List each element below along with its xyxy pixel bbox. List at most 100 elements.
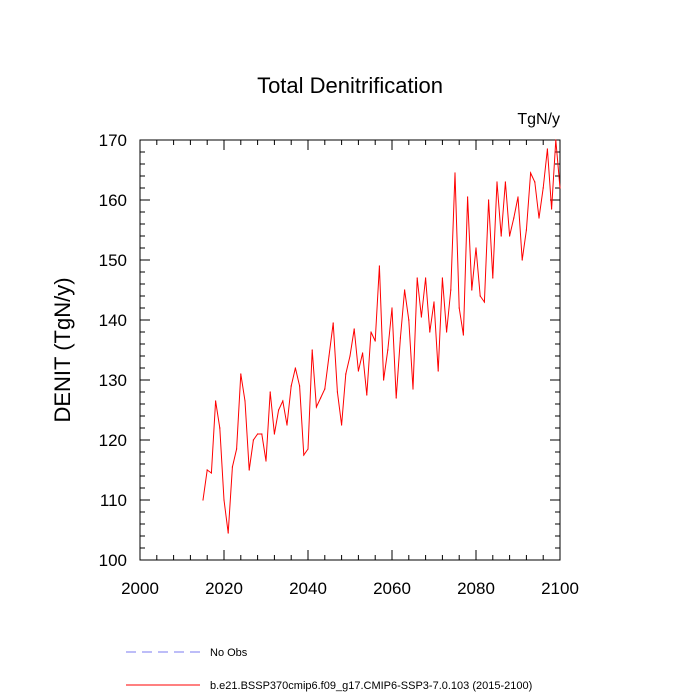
data-point [261, 433, 263, 435]
data-point [240, 373, 242, 375]
data-point [315, 406, 317, 408]
data-point [244, 400, 246, 402]
y-tick-label: 140 [99, 311, 127, 330]
data-series-line [202, 139, 561, 534]
data-point [328, 355, 330, 357]
data-point [559, 187, 561, 189]
data-point [500, 235, 502, 237]
data-point [345, 373, 347, 375]
x-tick-labels: 2000 2020 2040 2060 2080 2100 [121, 579, 579, 598]
data-point [324, 388, 326, 390]
data-point [303, 454, 305, 456]
data-point [332, 322, 334, 324]
x-tick-label: 2060 [373, 579, 411, 598]
data-point [450, 289, 452, 291]
data-point [425, 277, 427, 279]
data-point [252, 439, 254, 441]
data-point [420, 316, 422, 318]
data-point [458, 307, 460, 309]
data-point [429, 331, 431, 333]
x-tick-label: 2000 [121, 579, 159, 598]
x-tick-label: 2080 [457, 579, 495, 598]
data-point [534, 181, 536, 183]
data-point [496, 181, 498, 183]
data-point [336, 391, 338, 393]
data-point [483, 301, 485, 303]
data-point [273, 433, 275, 435]
data-point [341, 424, 343, 426]
y-tick-label: 150 [99, 251, 127, 270]
y-tick-label: 100 [99, 551, 127, 570]
data-point [387, 349, 389, 351]
data-point [257, 433, 259, 435]
data-point [202, 499, 204, 501]
data-point [366, 394, 368, 396]
data-point [278, 409, 280, 411]
data-point [513, 217, 515, 219]
data-point [471, 289, 473, 291]
data-point [525, 229, 528, 231]
data-point [454, 172, 456, 174]
data-point [349, 355, 351, 357]
data-point [404, 289, 406, 291]
axis-ticks [139, 139, 561, 561]
data-point [231, 466, 233, 468]
data-point [227, 532, 229, 534]
data-point [395, 397, 397, 399]
data-point [374, 340, 376, 342]
data-point [357, 370, 359, 372]
data-point [441, 277, 443, 279]
data-point [269, 391, 271, 393]
data-point [551, 208, 553, 210]
data-point [521, 259, 523, 261]
plot-frame [139, 139, 561, 561]
data-point [433, 301, 435, 303]
y-tick-label: 160 [99, 191, 127, 210]
data-point [488, 199, 490, 201]
data-point [210, 472, 212, 474]
data-point [307, 448, 309, 450]
data-point [223, 499, 225, 501]
data-point [479, 295, 481, 297]
data-point [530, 172, 532, 174]
data-point [446, 331, 448, 333]
legend-no-obs-label: No Obs [210, 647, 248, 659]
data-point [215, 400, 217, 402]
x-tick-label: 2040 [289, 579, 327, 598]
units-label: TgN/y [517, 111, 560, 128]
data-point [538, 217, 540, 219]
data-point [290, 385, 292, 387]
data-point [299, 385, 301, 387]
x-tick-label: 2020 [205, 579, 243, 598]
data-point [320, 397, 322, 399]
data-point [282, 400, 284, 402]
data-point [416, 277, 418, 279]
data-point [353, 328, 355, 330]
data-point [437, 370, 439, 372]
data-point [370, 331, 372, 333]
data-point [517, 196, 519, 198]
data-point [219, 427, 221, 429]
chart-title: Total Denitrification [257, 73, 443, 98]
data-point [504, 181, 506, 183]
data-point [383, 379, 385, 381]
data-point [206, 469, 208, 471]
data-point [509, 235, 511, 237]
y-axis-label: DENIT (TgN/y) [50, 277, 75, 422]
y-tick-label: 130 [99, 371, 127, 390]
data-point [311, 349, 313, 351]
data-point [412, 388, 414, 390]
data-point [378, 265, 380, 267]
data-point [462, 334, 464, 336]
data-point [265, 460, 267, 462]
data-point [294, 367, 296, 369]
data-point [492, 277, 494, 279]
data-point [546, 148, 549, 150]
data-point [286, 424, 288, 426]
data-point [555, 139, 557, 141]
data-point [475, 247, 477, 249]
data-point [362, 352, 364, 354]
data-point [408, 319, 410, 321]
y-tick-label: 110 [100, 491, 127, 510]
